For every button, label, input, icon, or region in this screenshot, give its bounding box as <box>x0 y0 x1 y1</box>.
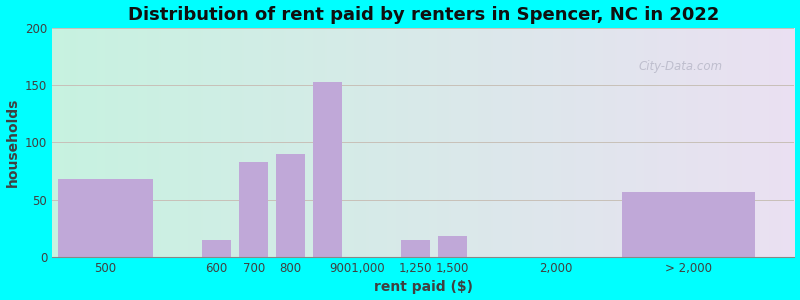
Text: City-Data.com: City-Data.com <box>638 60 722 73</box>
Bar <box>622 192 754 257</box>
Bar <box>401 240 430 257</box>
Bar <box>438 236 467 257</box>
Bar <box>58 179 153 257</box>
Bar <box>314 82 342 257</box>
X-axis label: rent paid ($): rent paid ($) <box>374 280 473 294</box>
Bar <box>202 240 231 257</box>
Title: Distribution of rent paid by renters in Spencer, NC in 2022: Distribution of rent paid by renters in … <box>128 6 719 24</box>
Y-axis label: households: households <box>6 98 19 187</box>
Bar <box>239 162 268 257</box>
Bar <box>276 154 306 257</box>
